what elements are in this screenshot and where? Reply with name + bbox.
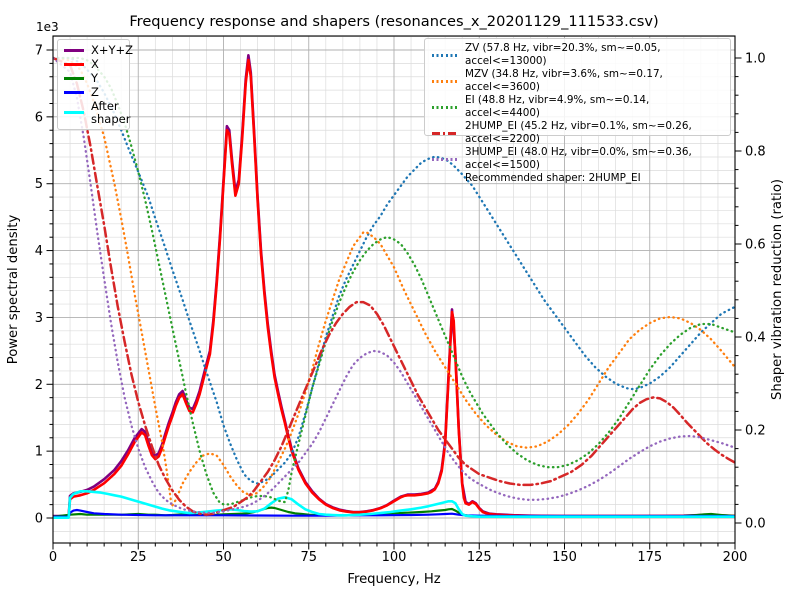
- legend-shapers: ZV (57.8 Hz, vibr=20.3%, sm~=0.05, accel…: [424, 38, 731, 184]
- y-left-tick-label: 6: [35, 110, 43, 125]
- y-left-tick-label: 0: [35, 512, 43, 527]
- chart-title: Frequency response and shapers (resonanc…: [129, 13, 658, 30]
- y-right-tick-label: 0.2: [745, 424, 766, 439]
- legend-line-sample: [64, 76, 84, 80]
- legend-label: ZV (57.8 Hz, vibr=20.3%, sm~=0.05, accel…: [465, 42, 661, 67]
- legend-item-zv: ZV (57.8 Hz, vibr=20.3%, sm~=0.05, accel…: [432, 42, 723, 68]
- series-curves: [53, 53, 735, 520]
- series-ei-line: [53, 56, 735, 506]
- y-left-tick-label: 3: [35, 311, 43, 326]
- x-tick-label: 50: [215, 550, 232, 565]
- legend-item-ei: EI (48.8 Hz, vibr=4.9%, sm~=0.14, accel<…: [432, 94, 723, 120]
- legend-item-recommended: Recommended shaper: 2HUMP_EI: [432, 172, 723, 185]
- y-left-tick-label: 1: [35, 445, 43, 460]
- legend-item-x: X: [64, 56, 123, 71]
- legend-line-sample: [64, 62, 84, 66]
- series-zv-line: [53, 56, 735, 485]
- series-mzv-line: [53, 56, 735, 508]
- x-tick-label: 75: [300, 550, 317, 565]
- y-axis-offset-text: 1e3: [36, 20, 59, 34]
- series-x-line: [53, 58, 735, 519]
- series-3hump-ei-line: [53, 56, 735, 514]
- y-right-tick-label: 0.6: [745, 238, 766, 253]
- y-right-tick-label: 1.0: [745, 52, 766, 67]
- y-axis-label-right: Shaper vibration reduction (ratio): [770, 179, 785, 400]
- legend-line-sample: [432, 131, 458, 135]
- x-tick-label: 25: [130, 550, 147, 565]
- legend-line-sample: [64, 90, 84, 94]
- series-after-shaper-line: [53, 489, 735, 520]
- y-right-tick-label: 0.0: [745, 517, 766, 532]
- axis-ticks: [46, 49, 742, 550]
- x-tick-label: 150: [552, 550, 577, 565]
- legend-line-sample: [432, 53, 458, 57]
- grid-minor: [53, 36, 735, 543]
- y-right-tick-label: 0.4: [745, 331, 766, 346]
- legend-label: 2HUMP_EI (45.2 Hz, vibr=0.1%, sm~=0.26, …: [465, 120, 692, 145]
- y-left-tick-label: 2: [35, 378, 43, 393]
- legend-label: 3HUMP_EI (48.0 Hz, vibr=0.0%, sm~=0.36, …: [465, 146, 692, 171]
- legend-item-x+y+z: X+Y+Z: [64, 43, 133, 57]
- legend-label: X: [91, 56, 99, 71]
- legend-line-sample: [432, 105, 458, 109]
- legend-line-sample: [432, 79, 458, 83]
- legend-label: X+Y+Z: [91, 42, 134, 57]
- x-tick-label: 0: [49, 550, 57, 565]
- legend-label: EI (48.8 Hz, vibr=4.9%, sm~=0.14, accel<…: [465, 94, 650, 119]
- y-left-tick-label: 5: [35, 177, 43, 192]
- legend-item-after: After shaper: [64, 99, 130, 126]
- x-tick-label: 125: [467, 550, 492, 565]
- x-axis-label: Frequency, Hz: [347, 572, 440, 587]
- legend-item-2hump_ei: 2HUMP_EI (45.2 Hz, vibr=0.1%, sm~=0.26, …: [432, 120, 723, 146]
- y-left-tick-label: 7: [35, 44, 43, 59]
- x-tick-label: 200: [723, 550, 748, 565]
- legend-line-sample: [64, 111, 84, 114]
- y-right-tick-label: 0.8: [745, 145, 766, 160]
- legend-measured-axes: X+Y+Z X Y Z After shaper: [57, 39, 133, 130]
- series-2hump-ei-line: [53, 56, 735, 516]
- legend-item-y: Y: [64, 70, 123, 85]
- legend-item-z: Z: [64, 84, 123, 99]
- legend-label: MZV (34.8 Hz, vibr=3.6%, sm~=0.17, accel…: [465, 68, 663, 93]
- legend-label: Z: [91, 84, 99, 99]
- legend-label: Recommended shaper: 2HUMP_EI: [465, 172, 641, 184]
- legend-line-sample: [64, 48, 84, 52]
- legend-label: Y: [91, 70, 99, 85]
- legend-label: After shaper: [91, 98, 131, 126]
- legend-line-sample: [432, 157, 458, 161]
- x-tick-label: 175: [637, 550, 662, 565]
- y-left-tick-label: 4: [35, 244, 43, 259]
- legend-item-mzv: MZV (34.8 Hz, vibr=3.6%, sm~=0.17, accel…: [432, 68, 723, 94]
- x-tick-label: 100: [382, 550, 407, 565]
- y-axis-label-left: Power spectral density: [6, 215, 21, 365]
- legend-empty-sample: [432, 177, 458, 180]
- legend-item-3hump_ei: 3HUMP_EI (48.0 Hz, vibr=0.0%, sm~=0.36, …: [432, 146, 723, 172]
